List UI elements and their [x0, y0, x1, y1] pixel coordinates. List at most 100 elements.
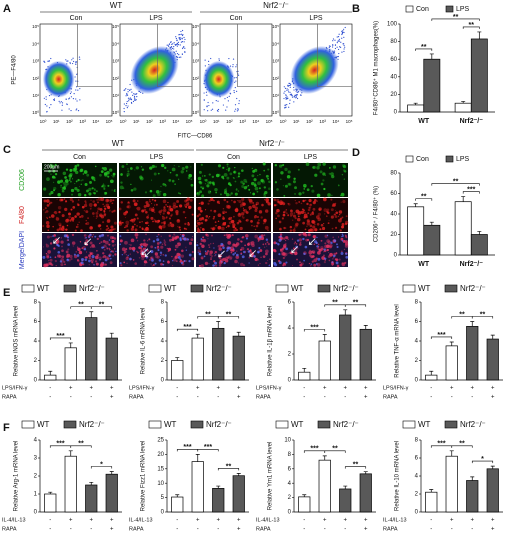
- cell-signal: [273, 241, 277, 245]
- x-tick-label: 10³: [159, 119, 166, 124]
- cell-signal: [173, 233, 176, 236]
- event-dot: [285, 96, 287, 99]
- cell-signal: [341, 225, 345, 229]
- cell-signal: [118, 222, 123, 226]
- dapi-signal: [213, 247, 215, 249]
- dapi-signal: [310, 263, 312, 265]
- cell-signal: [120, 173, 123, 176]
- event-dot: [124, 89, 126, 91]
- dapi-signal: [232, 253, 235, 256]
- cell-signal: [261, 203, 264, 207]
- error-bar: [109, 332, 114, 339]
- cell-signal: [147, 240, 149, 242]
- cell-signal: [294, 200, 296, 202]
- cell-signal: [306, 238, 310, 242]
- cell-signal: [334, 202, 337, 205]
- cell-signal: [215, 264, 218, 267]
- cell-signal: [90, 206, 92, 208]
- cell-signal: [302, 221, 305, 225]
- cell-signal: [111, 202, 114, 205]
- event-dot: [236, 90, 238, 92]
- cell-signal: [84, 182, 88, 187]
- event-dot: [46, 110, 48, 113]
- event-dot: [341, 37, 343, 39]
- event-dot: [296, 91, 298, 94]
- cell-signal: [217, 225, 222, 230]
- y-tick-label: 0: [34, 510, 38, 516]
- cell-signal: [162, 199, 167, 204]
- cell-signal: [76, 225, 79, 228]
- cell-signal: [213, 260, 216, 263]
- arrow: [308, 238, 316, 245]
- cell-signal: [277, 200, 280, 204]
- cell-signal: [287, 214, 290, 217]
- y-axis-label: Relative IL-1β mRNA level: [268, 306, 274, 376]
- significance-label: ***: [467, 186, 475, 193]
- cell-signal: [160, 185, 162, 188]
- cell-signal: [88, 192, 92, 196]
- cell-signal: [296, 217, 301, 222]
- arrow: [141, 248, 149, 256]
- condition-label: LPS: [309, 15, 323, 22]
- cell-signal: [81, 205, 85, 209]
- condition-value: -: [217, 527, 219, 533]
- cell-signal: [199, 226, 202, 229]
- event-dot: [180, 56, 182, 58]
- event-dot: [207, 110, 209, 112]
- cell-signal: [207, 238, 209, 240]
- dapi-signal: [333, 239, 337, 243]
- condition-value: +: [237, 527, 241, 533]
- event-dot: [226, 96, 228, 99]
- cell-signal: [316, 222, 320, 226]
- cell-signal: [210, 234, 214, 237]
- significance-bracket: [431, 18, 480, 21]
- cell-signal: [249, 199, 253, 204]
- cell-signal: [114, 209, 116, 211]
- cell-signal: [265, 174, 269, 178]
- event-dot: [50, 57, 52, 60]
- cell-signal: [308, 207, 310, 209]
- cell-signal: [201, 216, 205, 220]
- cell-signal: [235, 255, 240, 259]
- cell-signal: [240, 252, 243, 255]
- cell-signal: [330, 172, 334, 176]
- cell-signal: [232, 177, 234, 179]
- cell-signal: [225, 192, 230, 197]
- cell-signal: [174, 235, 177, 239]
- cell-signal: [285, 209, 288, 211]
- cell-signal: [282, 213, 286, 217]
- y-tick-label: 10²: [272, 76, 279, 81]
- dapi-signal: [156, 235, 158, 238]
- event-dot: [70, 109, 72, 112]
- cell-signal: [285, 236, 287, 238]
- dapi-signal: [88, 236, 91, 239]
- cell-signal: [109, 179, 114, 184]
- cell-signal: [251, 224, 253, 227]
- cell-signal: [344, 222, 348, 226]
- cell-signal: [299, 261, 301, 264]
- event-dot: [204, 59, 206, 61]
- cell-signal: [112, 250, 115, 253]
- event-dot: [67, 60, 69, 62]
- cell-signal: [79, 241, 82, 243]
- cell-signal: [148, 238, 151, 241]
- condition-value: -: [197, 395, 199, 401]
- x-tick-label: 10³: [319, 119, 326, 124]
- cell-signal: [283, 244, 287, 248]
- dapi-signal: [341, 233, 344, 236]
- cell-signal: [57, 180, 61, 184]
- legend-swatch: [405, 155, 414, 163]
- cell-signal: [150, 263, 152, 265]
- cell-signal: [241, 216, 243, 218]
- cell-signal: [343, 240, 346, 242]
- y-tick-label: 0: [415, 510, 419, 516]
- dapi-signal: [236, 253, 239, 257]
- cell-signal: [225, 204, 230, 209]
- cell-signal: [267, 177, 269, 180]
- cell-signal: [247, 184, 250, 187]
- condition-value: +: [491, 527, 495, 533]
- cell-signal: [146, 249, 149, 252]
- y-tick-label: 10⁰: [32, 110, 39, 115]
- y-tick-label: 4: [288, 326, 292, 332]
- cell-signal: [212, 183, 215, 185]
